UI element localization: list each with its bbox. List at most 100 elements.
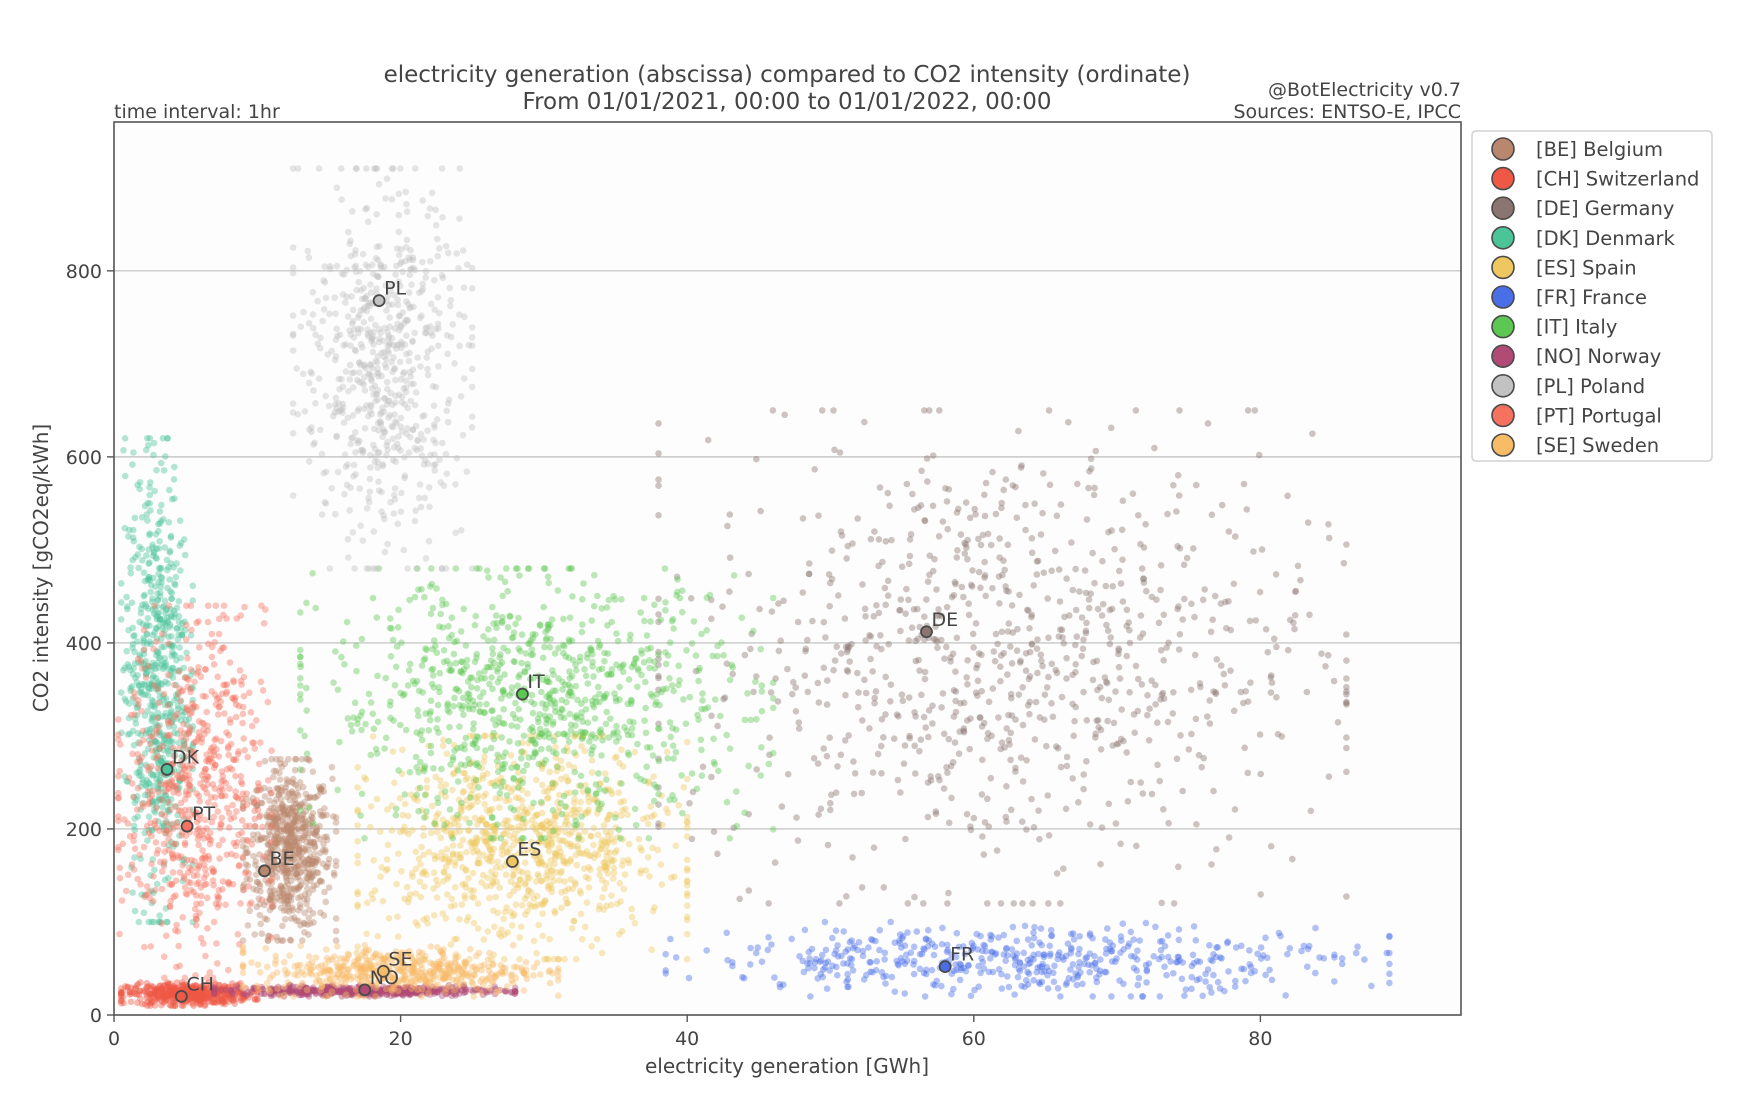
data-point: [213, 988, 221, 996]
data-point: [854, 669, 861, 677]
data-point: [524, 790, 531, 797]
data-point: [854, 515, 861, 522]
data-point: [695, 716, 702, 723]
data-point: [158, 579, 165, 586]
data-point: [1181, 595, 1188, 603]
data-point: [1062, 981, 1070, 988]
data-point: [154, 682, 162, 689]
data-point: [954, 547, 961, 554]
data-point: [401, 800, 409, 808]
data-point: [1244, 698, 1252, 705]
data-point: [262, 876, 269, 884]
data-point: [264, 932, 272, 940]
data-point: [263, 812, 270, 819]
data-point: [1019, 721, 1027, 729]
data-point: [253, 984, 261, 992]
data-point: [566, 710, 573, 718]
data-point: [134, 481, 141, 489]
data-point: [280, 897, 288, 904]
data-point: [740, 974, 748, 982]
data-point: [303, 750, 311, 758]
data-point: [771, 859, 779, 866]
data-point: [147, 997, 155, 1005]
data-point: [183, 730, 191, 738]
data-point: [1117, 949, 1124, 956]
data-point: [628, 905, 635, 913]
data-point: [441, 821, 448, 829]
data-point: [348, 728, 356, 735]
data-point: [490, 873, 498, 881]
data-point: [281, 861, 288, 868]
data-point: [1003, 783, 1010, 790]
data-point: [1038, 657, 1045, 665]
data-point: [117, 989, 125, 997]
data-point: [285, 830, 292, 838]
data-point: [587, 866, 594, 874]
data-point: [164, 435, 171, 442]
data-point: [1045, 634, 1052, 642]
data-point: [870, 613, 878, 620]
data-point: [214, 989, 221, 996]
data-point: [1030, 582, 1037, 589]
data-point: [745, 810, 752, 818]
data-point: [283, 897, 291, 904]
data-point: [189, 993, 197, 1001]
data-point: [153, 683, 160, 690]
data-point: [882, 601, 889, 609]
data-point: [940, 785, 948, 792]
data-point: [296, 846, 303, 854]
data-point: [624, 731, 632, 739]
data-point: [308, 874, 315, 881]
data-point: [1036, 714, 1044, 721]
data-point: [146, 435, 154, 442]
data-point: [309, 838, 317, 846]
data-point: [292, 755, 300, 763]
data-point: [166, 986, 173, 994]
data-point: [769, 704, 777, 712]
data-point: [488, 663, 495, 671]
data-point: [1240, 965, 1248, 973]
data-point: [799, 515, 807, 522]
data-point: [1206, 983, 1213, 991]
data-point: [168, 495, 176, 503]
data-point: [304, 865, 312, 872]
data-point: [894, 776, 902, 784]
data-point: [334, 686, 342, 693]
data-point: [151, 985, 159, 993]
data-point: [1007, 729, 1015, 737]
data-point: [369, 710, 377, 718]
data-point: [1092, 447, 1100, 455]
data-point: [1148, 677, 1155, 684]
data-point: [303, 856, 311, 864]
data-point: [254, 878, 262, 886]
data-point: [242, 844, 250, 852]
data-point: [195, 995, 202, 1003]
data-point: [1083, 758, 1090, 765]
data-point: [476, 565, 483, 572]
data-point: [305, 829, 313, 837]
data-point: [218, 987, 226, 995]
data-point: [1193, 481, 1200, 489]
data-point: [306, 906, 313, 913]
data-point: [584, 809, 592, 816]
data-point: [873, 642, 880, 650]
data-point: [1022, 526, 1029, 534]
data-point: [669, 616, 677, 623]
data-point: [758, 688, 766, 695]
data-point: [149, 856, 157, 863]
data-point: [964, 681, 971, 688]
data-point: [801, 926, 809, 934]
data-point: [199, 989, 207, 997]
data-point: [1073, 981, 1081, 989]
data-point: [968, 583, 976, 590]
data-point: [193, 985, 201, 993]
data-point: [161, 997, 169, 1005]
data-point: [843, 893, 850, 900]
data-point: [280, 867, 288, 874]
data-point: [615, 931, 623, 938]
data-point: [272, 822, 280, 830]
data-point: [249, 831, 257, 838]
data-point: [162, 709, 170, 717]
data-point: [161, 876, 169, 884]
data-point: [930, 951, 938, 959]
